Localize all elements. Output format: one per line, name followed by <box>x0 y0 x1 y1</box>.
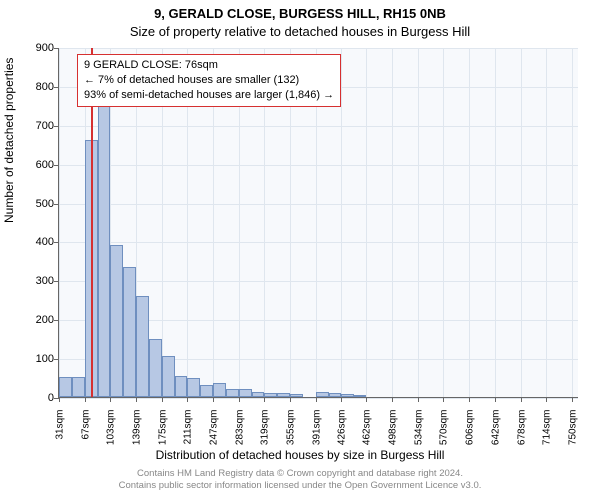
gridline-v <box>546 48 547 397</box>
gridline-v <box>495 48 496 397</box>
xtick-mark <box>521 397 522 402</box>
xtick-label: 678sqm <box>516 410 527 460</box>
callout-box: 9 GERALD CLOSE: 76sqm ← 7% of detached h… <box>77 54 341 107</box>
xtick-label: 175sqm <box>157 410 168 460</box>
histogram-bar <box>329 393 342 397</box>
xtick-mark <box>546 397 547 402</box>
histogram-bar <box>123 267 136 397</box>
histogram-bar <box>162 356 175 397</box>
ytick-label: 400 <box>14 236 54 248</box>
histogram-bar <box>59 377 72 397</box>
histogram-bar <box>200 385 213 397</box>
xtick-mark <box>187 397 188 402</box>
ytick-label: 800 <box>14 81 54 93</box>
histogram-bar <box>277 393 290 397</box>
xtick-label: 606sqm <box>465 410 476 460</box>
gridline-v <box>392 48 393 397</box>
ytick-label: 900 <box>14 42 54 54</box>
xtick-label: 570sqm <box>439 410 450 460</box>
histogram-bar <box>252 392 265 397</box>
xtick-label: 103sqm <box>106 410 117 460</box>
xtick-mark <box>443 397 444 402</box>
footer-line2: Contains public sector information licen… <box>0 480 600 492</box>
xtick-label: 642sqm <box>490 410 501 460</box>
xtick-mark <box>366 397 367 402</box>
xtick-mark <box>572 397 573 402</box>
xtick-mark <box>418 397 419 402</box>
gridline-v <box>521 48 522 397</box>
ytick-label: 500 <box>14 198 54 210</box>
ytick-label: 200 <box>14 314 54 326</box>
chart-title-desc: Size of property relative to detached ho… <box>0 24 600 39</box>
xtick-mark <box>264 397 265 402</box>
xtick-label: 714sqm <box>542 410 553 460</box>
xtick-label: 319sqm <box>260 410 271 460</box>
chart-title-address: 9, GERALD CLOSE, BURGESS HILL, RH15 0NB <box>0 6 600 21</box>
callout-line3: 93% of semi-detached houses are larger (… <box>84 88 334 103</box>
ytick-label: 600 <box>14 159 54 171</box>
histogram-bar <box>175 376 188 397</box>
histogram-bar <box>187 378 200 397</box>
xtick-label: 534sqm <box>413 410 424 460</box>
xtick-label: 355sqm <box>286 410 297 460</box>
histogram-bar <box>110 245 123 397</box>
histogram-bar <box>213 383 226 397</box>
histogram-bar <box>72 377 85 397</box>
chart-container: 9, GERALD CLOSE, BURGESS HILL, RH15 0NB … <box>0 0 600 500</box>
xtick-mark <box>316 397 317 402</box>
gridline-v <box>59 48 60 397</box>
ytick-label: 700 <box>14 120 54 132</box>
gridline-v <box>366 48 367 397</box>
histogram-bar <box>149 339 162 397</box>
xtick-mark <box>162 397 163 402</box>
xtick-mark <box>110 397 111 402</box>
xtick-mark <box>495 397 496 402</box>
gridline-v <box>443 48 444 397</box>
histogram-bar <box>239 389 252 397</box>
xtick-mark <box>213 397 214 402</box>
xtick-label: 750sqm <box>567 410 578 460</box>
xtick-label: 426sqm <box>336 410 347 460</box>
xtick-mark <box>85 397 86 402</box>
xtick-mark <box>239 397 240 402</box>
xtick-mark <box>469 397 470 402</box>
xtick-label: 462sqm <box>362 410 373 460</box>
footer-attribution: Contains HM Land Registry data © Crown c… <box>0 468 600 492</box>
xtick-label: 211sqm <box>183 410 194 460</box>
ytick-label: 0 <box>14 392 54 404</box>
callout-line2: ← 7% of detached houses are smaller (132… <box>84 73 334 88</box>
xtick-mark <box>290 397 291 402</box>
xtick-label: 31sqm <box>55 410 66 460</box>
histogram-bar <box>316 392 329 397</box>
histogram-bar <box>341 394 354 397</box>
footer-line1: Contains HM Land Registry data © Crown c… <box>0 468 600 480</box>
xtick-label: 247sqm <box>209 410 220 460</box>
xtick-label: 391sqm <box>311 410 322 460</box>
callout-line1: 9 GERALD CLOSE: 76sqm <box>84 58 334 73</box>
gridline-v <box>418 48 419 397</box>
ytick-label: 300 <box>14 275 54 287</box>
xtick-label: 498sqm <box>388 410 399 460</box>
gridline-v <box>572 48 573 397</box>
xtick-label: 283sqm <box>234 410 245 460</box>
histogram-bar <box>264 393 277 397</box>
plot-area: 9 GERALD CLOSE: 76sqm ← 7% of detached h… <box>58 48 578 398</box>
xtick-mark <box>59 397 60 402</box>
gridline-v <box>469 48 470 397</box>
histogram-bar <box>226 389 239 397</box>
histogram-bar <box>136 296 149 397</box>
xtick-mark <box>136 397 137 402</box>
xtick-mark <box>341 397 342 402</box>
histogram-bar <box>290 394 303 397</box>
histogram-bar <box>98 90 111 397</box>
histogram-bar <box>354 395 367 397</box>
xtick-mark <box>392 397 393 402</box>
xtick-label: 67sqm <box>80 410 91 460</box>
xtick-label: 139sqm <box>132 410 143 460</box>
ytick-label: 100 <box>14 353 54 365</box>
